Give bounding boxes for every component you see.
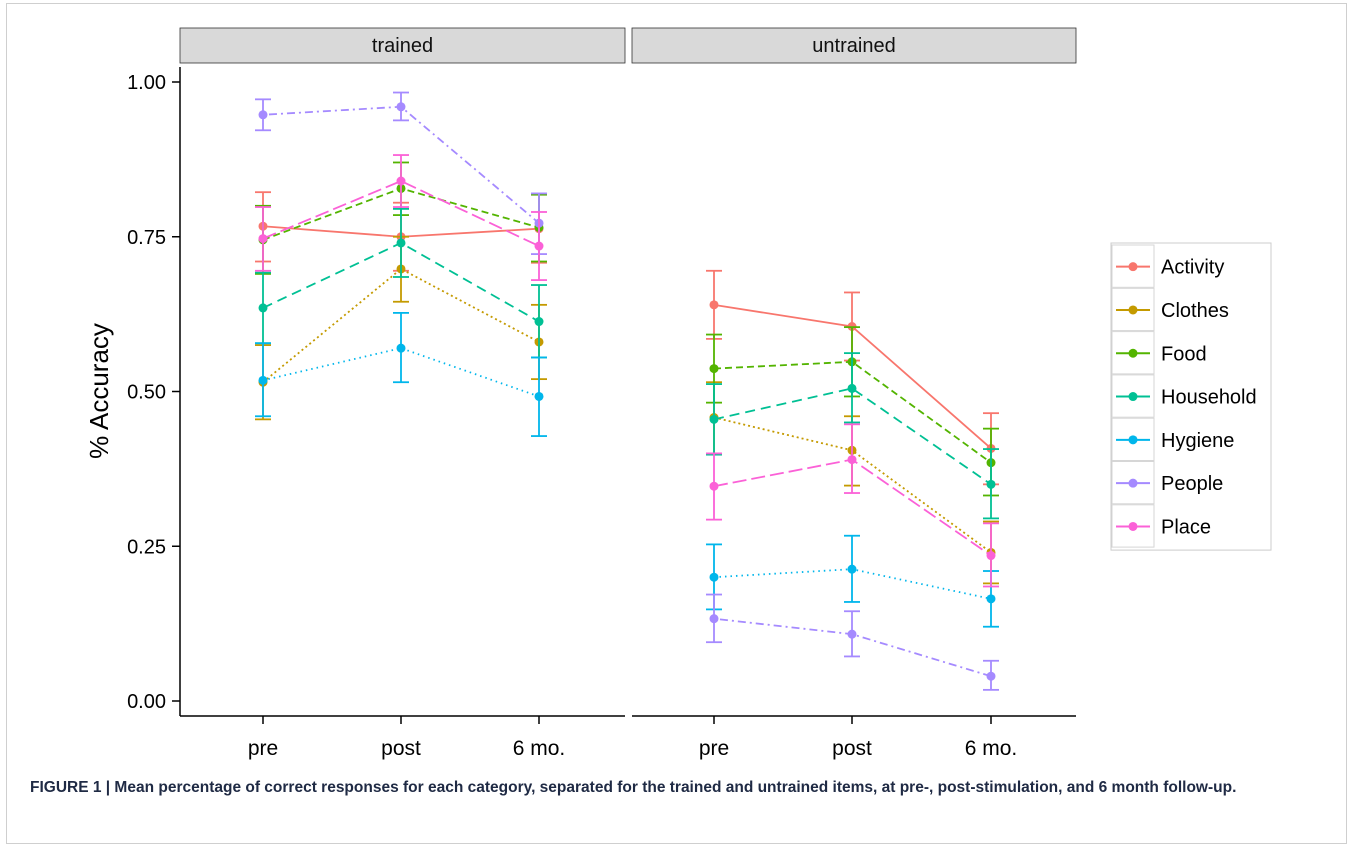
data-point [847, 564, 857, 574]
x-tick-label: post [381, 737, 421, 760]
data-point [847, 455, 857, 465]
facet-strip-trained [179, 27, 626, 64]
legend: Activity Clothes Food Household Hygiene Peopl… [1110, 242, 1272, 551]
series-household-trained [255, 207, 547, 359]
data-point [709, 364, 719, 374]
x-tick-label: 6 mo. [513, 737, 566, 760]
data-point [986, 551, 996, 561]
data-point [847, 383, 857, 393]
legend-key-point [1128, 521, 1138, 531]
series-place-untrained [706, 423, 999, 588]
series-line [262, 180, 540, 247]
data-point [986, 594, 996, 604]
legend-label: Clothes [1161, 300, 1229, 322]
y-axis-label: % Accuracy [84, 323, 114, 459]
series-place-trained [255, 154, 547, 281]
legend-label: Food [1161, 343, 1207, 365]
data-point [258, 234, 268, 244]
series-people-untrained [706, 593, 999, 691]
legend-key-point [1128, 348, 1138, 358]
data-point [396, 102, 406, 112]
legend-label: People [1161, 473, 1223, 495]
y-tick-label: 0.00 [127, 691, 166, 713]
caption-text: FIGURE 1 | Mean percentage of correct re… [30, 779, 1237, 796]
legend-label: Hygiene [1161, 430, 1234, 452]
data-point [534, 241, 544, 251]
data-point [847, 629, 857, 639]
x-tick-label: post [832, 737, 872, 760]
data-point [709, 572, 719, 582]
legend-key-point [1128, 478, 1138, 488]
figure-frame [6, 3, 1347, 844]
legend-label: Household [1161, 387, 1257, 409]
x-tick-label: pre [248, 737, 278, 760]
facet-strip-untrained [631, 27, 1077, 64]
legend-label: Activity [1161, 257, 1224, 279]
data-point [986, 479, 996, 489]
data-point [534, 317, 544, 327]
data-point [396, 238, 406, 248]
data-point [709, 414, 719, 424]
series-hygiene-trained [255, 311, 547, 437]
facet-label-trained: trained [372, 35, 433, 57]
data-point [258, 110, 268, 120]
data-point [709, 300, 719, 310]
y-tick-label: 1.00 [127, 72, 166, 94]
y-tick-label: 0.25 [127, 536, 166, 558]
y-tick-label: 0.50 [127, 382, 166, 404]
data-point [986, 671, 996, 681]
facet-label-untrained: untrained [812, 35, 895, 57]
data-point [258, 303, 268, 313]
legend-key-point [1128, 435, 1138, 445]
figure-caption: FIGURE 1 | Mean percentage of correct re… [30, 778, 1320, 797]
data-point [258, 375, 268, 385]
legend-key-point [1128, 305, 1138, 315]
x-tick-label: 6 mo. [965, 737, 1018, 760]
data-point [534, 391, 544, 401]
data-point [709, 614, 719, 624]
y-tick-label: 0.75 [127, 227, 166, 249]
legend-key-point [1128, 392, 1138, 402]
data-point [396, 176, 406, 186]
x-tick-label: pre [699, 737, 729, 760]
data-point [396, 343, 406, 353]
chart: % Accuracy 0.00 0.25 0.50 0.75 1.00 trained pre… [84, 27, 1272, 760]
legend-key-point [1128, 262, 1138, 272]
data-point [709, 481, 719, 491]
legend-label: Place [1161, 516, 1211, 538]
